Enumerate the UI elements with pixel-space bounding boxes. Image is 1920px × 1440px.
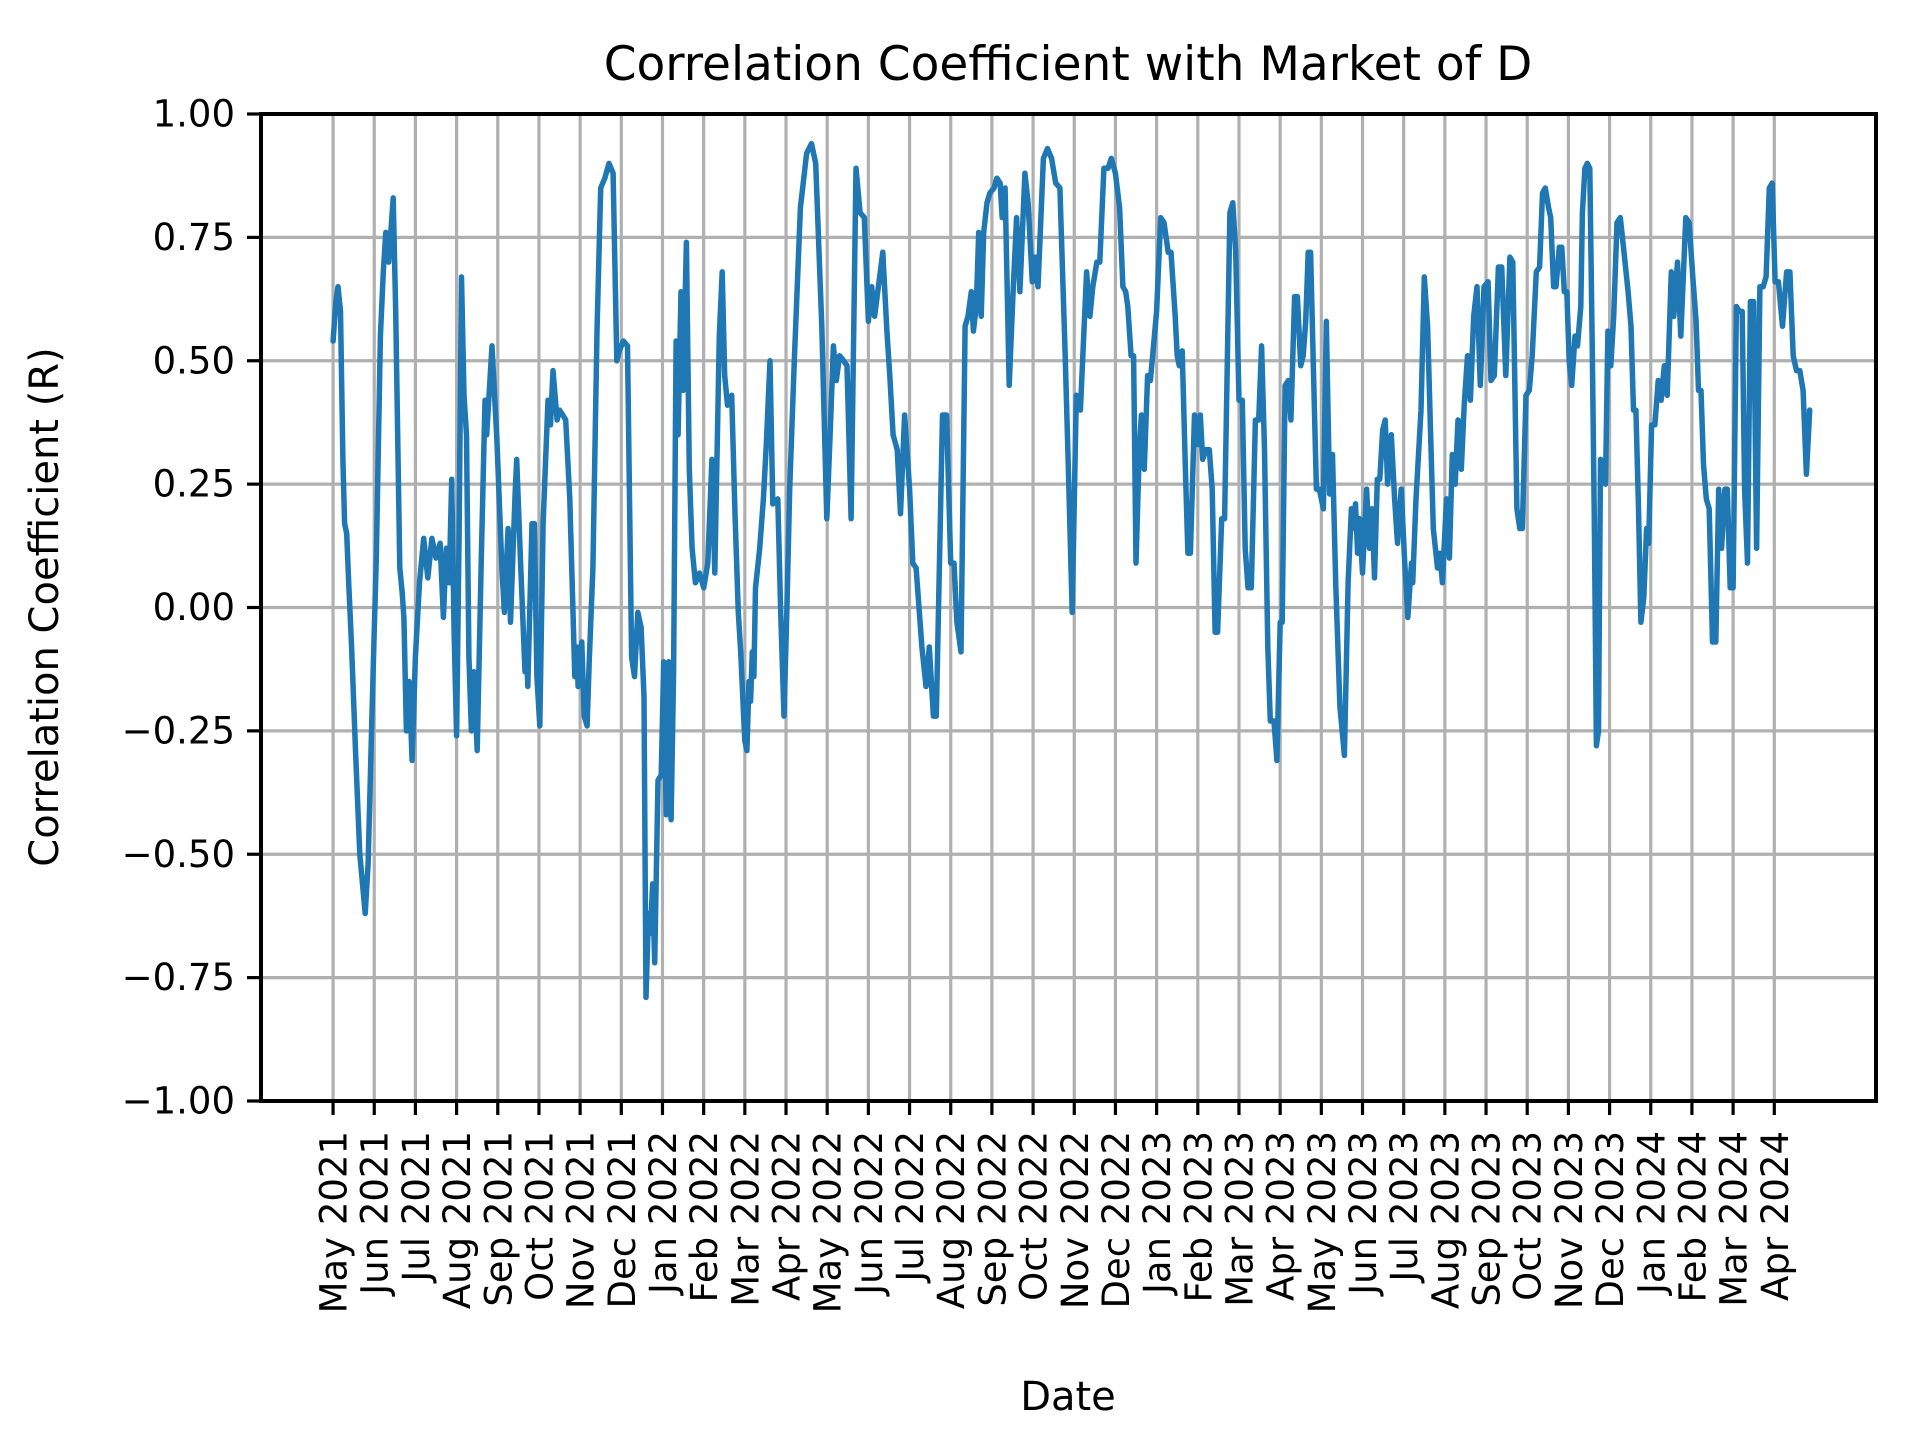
- x-tick-label: Jan 2024: [1630, 1131, 1673, 1296]
- x-tick-label: May 2021: [313, 1131, 356, 1313]
- x-tick-label: Jul 2022: [889, 1131, 932, 1284]
- x-tick-label: Jan 2023: [1136, 1131, 1179, 1296]
- axes: [247, 112, 1878, 1115]
- x-tick-label: Jul 2023: [1383, 1131, 1426, 1284]
- y-tick-label: 0.25: [153, 463, 235, 506]
- correlation-line: [330, 140, 1813, 1001]
- x-tick-label: Feb 2024: [1671, 1131, 1714, 1302]
- x-tick-label: Apr 2024: [1754, 1131, 1797, 1301]
- y-tick-label: 1.00: [153, 93, 235, 136]
- x-tick-label: Jun 2023: [1342, 1131, 1385, 1297]
- x-tick-label: Sep 2023: [1466, 1131, 1509, 1307]
- x-tick-label: Oct 2022: [1013, 1131, 1056, 1301]
- x-tick-label: Nov 2021: [560, 1131, 603, 1309]
- x-tick-label: Sep 2021: [477, 1131, 520, 1307]
- y-tick-label: −0.75: [122, 956, 235, 999]
- x-tick-label: Jul 2021: [395, 1131, 438, 1284]
- x-tick-label: Mar 2023: [1218, 1131, 1261, 1307]
- y-axis-label: Correlation Coefficient (R): [22, 347, 68, 866]
- plot-border: [259, 112, 1878, 1103]
- x-tick-label: Apr 2023: [1260, 1131, 1303, 1301]
- x-tick-label: Aug 2021: [436, 1131, 479, 1309]
- x-tick-label: Dec 2023: [1589, 1131, 1632, 1309]
- x-tick-label: Mar 2024: [1713, 1131, 1756, 1307]
- y-tick-label: 0.00: [153, 586, 235, 629]
- x-tick-label: Sep 2022: [971, 1131, 1014, 1307]
- x-tick-label: Dec 2022: [1095, 1131, 1138, 1309]
- x-tick-label: Aug 2023: [1424, 1131, 1467, 1309]
- x-tick-label: Nov 2022: [1054, 1131, 1097, 1309]
- x-tick-label: Dec 2021: [601, 1131, 644, 1309]
- x-tick-label: May 2022: [807, 1131, 850, 1313]
- chart-title: Correlation Coefficient with Market of D: [604, 37, 1533, 92]
- x-tick-label: Jun 2021: [354, 1131, 397, 1297]
- x-tick-label: Jan 2022: [642, 1131, 685, 1296]
- line-series: [330, 140, 1813, 1001]
- x-tick-label: Jun 2022: [848, 1131, 891, 1297]
- y-tick-label: −1.00: [122, 1080, 235, 1123]
- x-tick-label: Feb 2023: [1177, 1131, 1220, 1302]
- y-tick-label: −0.50: [122, 833, 235, 876]
- x-tick-label: Feb 2022: [683, 1131, 726, 1302]
- x-axis-label: Date: [1020, 1374, 1116, 1420]
- x-tick-label: Aug 2022: [930, 1131, 973, 1309]
- x-tick-label: Oct 2021: [518, 1131, 561, 1301]
- x-tick-label: May 2023: [1301, 1131, 1344, 1313]
- x-tick-label: Nov 2023: [1548, 1131, 1591, 1309]
- x-tick-label: Oct 2023: [1507, 1131, 1550, 1301]
- x-tick-label: Apr 2022: [766, 1131, 809, 1301]
- y-tick-label: 0.50: [153, 339, 235, 382]
- y-tick-label: −0.25: [122, 709, 235, 752]
- x-tick-label: Mar 2022: [724, 1131, 767, 1307]
- y-tick-label: 0.75: [153, 216, 235, 259]
